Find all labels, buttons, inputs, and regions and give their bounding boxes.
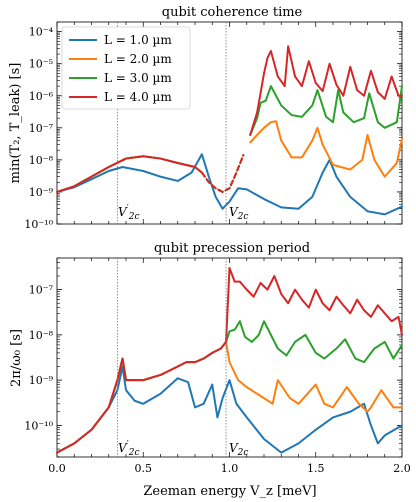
- series-line-l4-solid: [249, 45, 403, 136]
- v2c-prime-marker-label-bottom: V′2c: [118, 440, 140, 458]
- y-tick-label: 10⁻⁸: [29, 329, 54, 342]
- x-tick-label: 0.0: [48, 462, 66, 475]
- y-tick-label: 10⁻⁷: [29, 122, 54, 135]
- series-line-l1: [56, 365, 403, 454]
- y-tick-label: 10⁻⁹: [29, 374, 54, 387]
- series-line-l2: [56, 340, 403, 454]
- series-line-l1: [56, 153, 403, 216]
- top-y-axis-label: min(T₂, T_leak) [s]: [8, 63, 23, 184]
- top-series-group: [56, 45, 403, 216]
- legend-entries: L = 1.0 µm L = 2.0 µm L = 3.0 µm L = 4.0 µm: [69, 33, 172, 104]
- x-tick-label: 0.5: [135, 462, 153, 475]
- bottom-panel: qubit precession period 10⁻¹⁰10⁻⁹10⁻⁸10⁻…: [9, 241, 411, 499]
- y-tick-label: 10⁻⁸: [29, 154, 54, 167]
- v2c-prime-marker-label-top: V′2c: [118, 204, 140, 222]
- series-line-l3-solid: [56, 155, 203, 193]
- top-panel: qubit coherence time 10⁻¹⁰10⁻⁹10⁻⁸10⁻⁷10…: [8, 5, 403, 231]
- top-y-ticks: 10⁻¹⁰ 10⁻⁹ 10⁻⁸ 10⁻⁷ 10⁻⁶ 10⁻⁵ 10⁻⁴: [24, 21, 402, 231]
- x-tick-label: 2.0: [393, 462, 411, 475]
- y-tick-label: 10⁻¹⁰: [24, 218, 53, 231]
- legend-label: L = 1.0 µm: [104, 33, 172, 47]
- series-line-l4: [56, 267, 403, 454]
- v2c-marker-label-top: V2c: [229, 205, 248, 222]
- bottom-x-ticks: 0.0 0.5 1.0 1.5 2.0: [48, 258, 411, 475]
- y-tick-label: 10⁻⁹: [29, 186, 54, 199]
- y-tick-label: 10⁻⁵: [29, 58, 53, 71]
- bottom-panel-title: qubit precession period: [154, 241, 310, 256]
- bottom-series-group: [56, 267, 403, 454]
- top-x-ticks: [56, 22, 403, 224]
- legend-box: [61, 26, 191, 110]
- series-line-l2-solid: [56, 155, 203, 193]
- series-line-l3-solid: [249, 85, 403, 136]
- bottom-y-axis-label: 2π/ω₀ [s]: [9, 329, 24, 387]
- legend-label: L = 4.0 µm: [104, 90, 172, 104]
- series-line-l4-solid: [56, 155, 203, 193]
- top-panel-title: qubit coherence time: [162, 5, 303, 20]
- bottom-y-ticks: 10⁻¹⁰ 10⁻⁹ 10⁻⁸ 10⁻⁷: [24, 257, 402, 458]
- x-axis-label: Zeeman energy V_z [meV]: [143, 484, 316, 499]
- series-line-l2-solid: [249, 120, 403, 178]
- y-tick-label: 10⁻¹⁰: [24, 419, 53, 432]
- legend-label: L = 2.0 µm: [104, 52, 172, 66]
- x-tick-label: 1.5: [307, 462, 325, 475]
- series-line-l3: [56, 320, 403, 454]
- legend-label: L = 3.0 µm: [104, 71, 172, 85]
- y-tick-label: 10⁻⁷: [29, 284, 54, 297]
- y-tick-label: 10⁻⁶: [29, 90, 54, 103]
- y-tick-label: 10⁻⁴: [29, 26, 54, 39]
- series-line-l4-dashed: [200, 154, 245, 193]
- x-tick-label: 1.0: [221, 462, 239, 475]
- v2c-marker-label-bottom: V2c: [229, 441, 248, 458]
- legend: L = 1.0 µm L = 2.0 µm L = 3.0 µm L = 4.0 µm: [61, 26, 191, 110]
